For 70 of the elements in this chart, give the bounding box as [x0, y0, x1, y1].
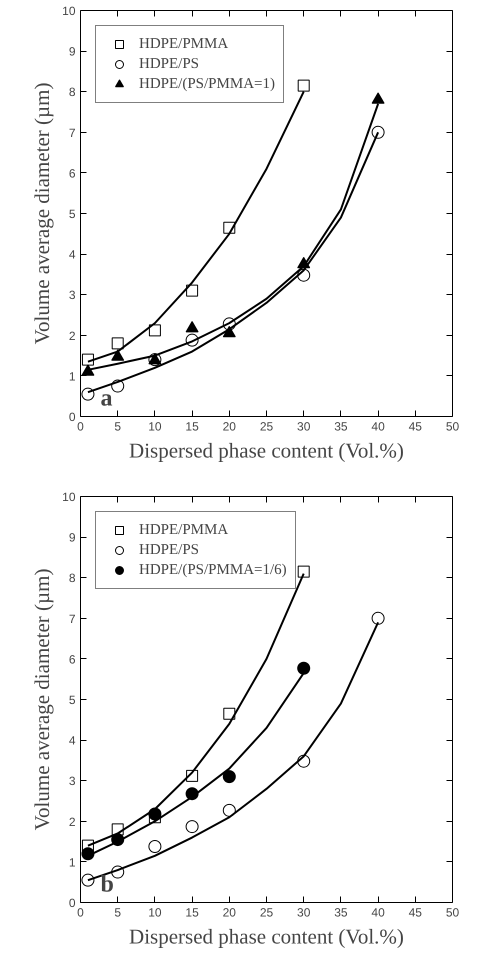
x-tick-label: 25 — [260, 420, 274, 434]
legend-label: HDPE/(PS/PMMA=1/6) — [139, 562, 287, 578]
y-tick-label: 8 — [68, 571, 76, 586]
x-tick-label: 45 — [408, 906, 422, 920]
point — [148, 840, 162, 853]
y-tick-label: 7 — [68, 612, 76, 626]
x-tick-label: 15 — [185, 420, 200, 434]
x-tick-label: 30 — [297, 420, 311, 434]
y-tick-label: 0 — [68, 410, 76, 424]
legend-label: HDPE/PS — [139, 56, 200, 72]
legend-label: HDPE/PMMA — [139, 36, 228, 52]
y-tick-label: 2 — [68, 814, 76, 829]
y-tick-label: 6 — [68, 652, 76, 666]
y-axis-title: Volume average diameter (µm) — [30, 568, 54, 830]
x-tick-label: 40 — [371, 420, 386, 434]
y-tick-label: 10 — [62, 4, 76, 18]
x-tick-label: 30 — [297, 906, 311, 920]
x-tick-label: 35 — [334, 906, 348, 920]
point — [81, 388, 94, 401]
y-tick-label: 1 — [68, 369, 76, 384]
y-tick-label: 9 — [68, 44, 76, 59]
point — [297, 662, 310, 675]
x-axis-title: Dispersed phase content (Vol.%) — [129, 924, 404, 948]
x-tick-label: 45 — [408, 420, 422, 434]
point — [82, 354, 94, 366]
point — [112, 337, 124, 350]
annotation: b — [100, 872, 114, 898]
legend-label: HDPE/PS — [139, 542, 200, 558]
x-tick-label: 20 — [222, 420, 236, 434]
y-tick-label: 2 — [68, 328, 76, 343]
y-axis-title: Volume average diameter (µm) — [30, 82, 54, 344]
y-tick-label: 4 — [68, 248, 76, 262]
legend-label: HDPE/PMMA — [139, 522, 228, 538]
x-tick-label: 10 — [148, 420, 162, 434]
y-tick-label: 7 — [68, 126, 76, 140]
x-tick-label: 40 — [371, 906, 386, 920]
x-tick-label: 35 — [334, 420, 348, 434]
x-tick-label: 50 — [446, 420, 460, 434]
x-tick-label: 15 — [185, 906, 200, 920]
x-tick-label: 20 — [222, 906, 236, 920]
x-tick-label: 25 — [260, 906, 274, 920]
y-tick-label: 8 — [68, 85, 76, 100]
y-tick-label: 3 — [68, 774, 76, 788]
x-tick-label: 5 — [114, 906, 122, 920]
point — [223, 708, 236, 720]
y-tick-label: 1 — [68, 855, 76, 870]
point — [148, 324, 161, 336]
point — [298, 80, 310, 92]
x-tick-label: 5 — [114, 420, 122, 434]
y-tick-label: 0 — [68, 896, 76, 910]
point — [186, 820, 199, 834]
point — [298, 566, 310, 578]
point — [222, 804, 236, 817]
x-axis-title: Dispersed phase content (Vol.%) — [129, 438, 404, 462]
point — [186, 284, 198, 297]
y-tick-label: 9 — [68, 530, 76, 545]
y-tick-label: 5 — [68, 207, 76, 221]
legend-label: HDPE/(PS/PMMA=1) — [139, 76, 275, 92]
y-tick-label: 4 — [68, 734, 76, 748]
x-tick-label: 50 — [446, 906, 460, 920]
point — [372, 612, 385, 625]
x-tick-label: 10 — [148, 906, 162, 920]
x-tick-label: 0 — [77, 906, 84, 920]
x-tick-label: 0 — [77, 420, 84, 434]
y-tick-label: 10 — [62, 490, 76, 504]
y-tick-label: 3 — [68, 288, 76, 302]
y-tick-label: 6 — [68, 166, 76, 180]
annotation: a — [100, 386, 112, 412]
point — [222, 770, 236, 784]
y-tick-label: 5 — [68, 693, 76, 707]
